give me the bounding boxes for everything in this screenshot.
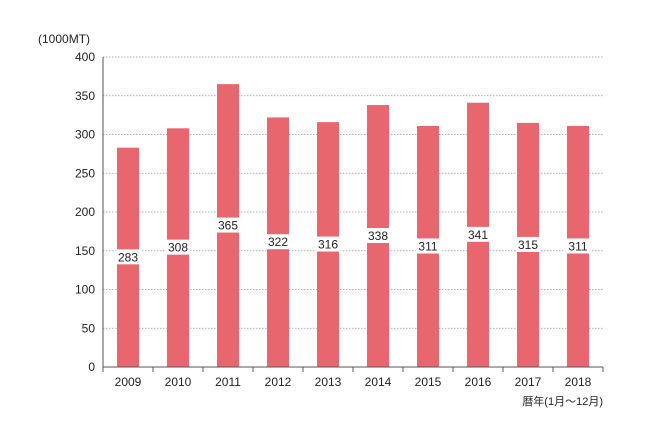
x-tick-label: 2013: [315, 375, 342, 389]
data-label: 308: [168, 241, 188, 255]
data-label: 316: [318, 238, 338, 252]
data-label: 322: [268, 235, 288, 249]
data-label-background: [415, 238, 441, 254]
data-label: 315: [518, 238, 538, 252]
x-tick-label: 2014: [365, 375, 392, 389]
bars: [117, 84, 589, 368]
data-label: 311: [418, 239, 437, 253]
data-label-background: [315, 236, 341, 252]
x-tick-label: 2009: [115, 375, 142, 389]
data-label: 365: [218, 219, 238, 233]
data-label: 341: [468, 228, 488, 242]
x-tick-label: 2012: [265, 375, 292, 389]
data-label-background: [515, 236, 541, 252]
data-label-background: [465, 226, 491, 242]
y-tick-label: 50: [82, 321, 96, 335]
data-label-background: [265, 234, 291, 250]
y-tick-label: 200: [75, 205, 95, 219]
data-label-background: [115, 249, 141, 265]
data-label-background: [565, 238, 591, 254]
axes: [102, 57, 604, 372]
y-tick-label: 300: [75, 128, 95, 142]
y-tick-label: 0: [88, 360, 95, 374]
data-label: 311: [568, 239, 587, 253]
data-label: 283: [118, 250, 138, 264]
x-tick-label: 2016: [465, 375, 492, 389]
x-tick-label: 2015: [415, 375, 442, 389]
y-tick-label: 400: [75, 50, 95, 64]
y-tick-label: 150: [75, 244, 95, 258]
data-labels: 283 308 365 322 316 338 311 341 315 311: [115, 217, 591, 265]
y-axis-unit-label: (1000MT): [38, 32, 90, 46]
grid-lines: [103, 56, 603, 329]
x-tick-label: 2011: [215, 375, 241, 389]
y-tick-label: 100: [75, 283, 95, 297]
y-tick-label: 250: [75, 166, 95, 180]
y-tick-label: 350: [75, 89, 95, 103]
data-label-background: [365, 228, 391, 244]
data-label-background: [165, 239, 191, 255]
x-tick-label: 2010: [165, 375, 192, 389]
y-axis-ticks: 0 50 100 150 200 250 300 350 400: [75, 50, 95, 374]
x-axis-label: 暦年(1月〜12月): [522, 394, 603, 408]
data-label-background: [215, 217, 241, 233]
x-tick-label: 2018: [565, 375, 592, 389]
x-axis-ticks: 2009 2010 2011 2012 2013 2014 2015 2016 2017 2018: [115, 375, 592, 389]
data-label: 338: [368, 229, 388, 243]
x-tick-label: 2017: [515, 375, 542, 389]
